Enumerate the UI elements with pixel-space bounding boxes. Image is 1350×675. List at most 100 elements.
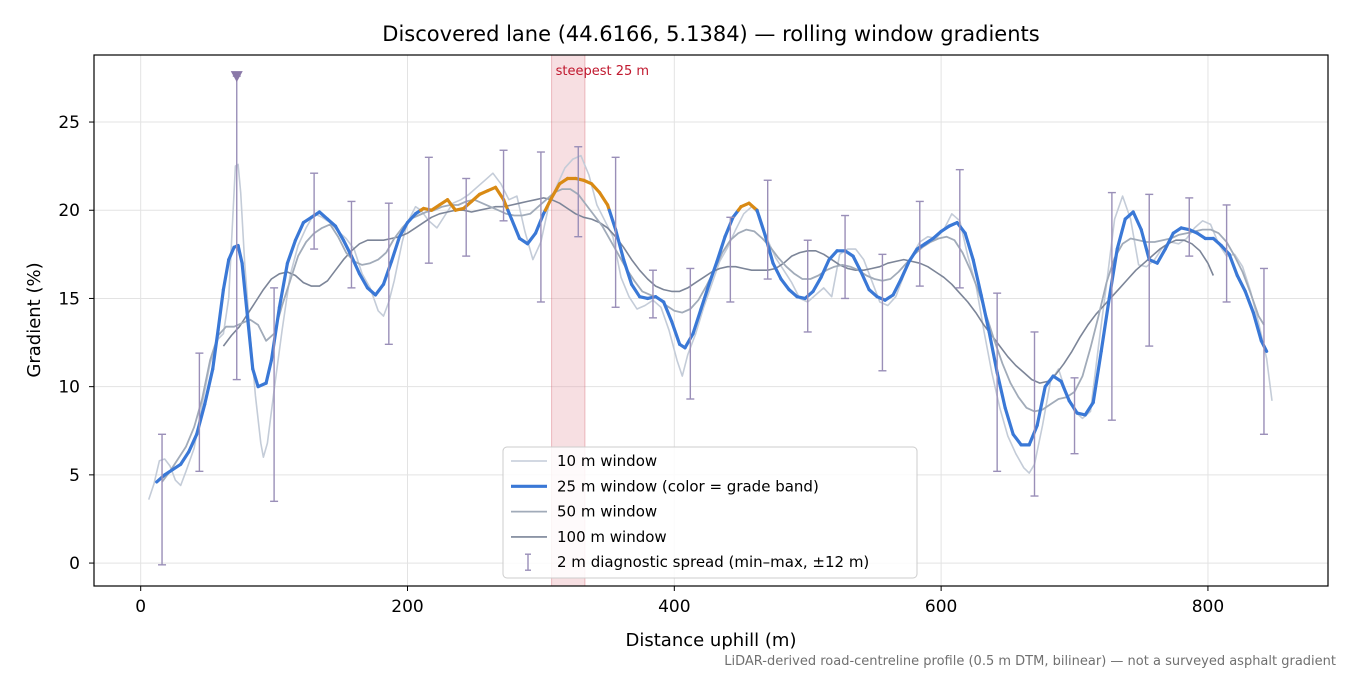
series-25m-segment [264, 358, 274, 385]
errorbar [955, 168, 964, 289]
errorbar [310, 172, 319, 250]
series-25m-segment [1219, 243, 1231, 256]
series-50m-window [161, 188, 1265, 483]
errorbar [686, 267, 695, 400]
tick-layer: 0 200 400 600 800 0 5 10 15 20 25 [58, 113, 1224, 617]
series-25m-segment [867, 288, 879, 299]
series-25m-segment [285, 238, 298, 265]
series-25m-segment [269, 305, 282, 362]
series-25m-segment [1131, 210, 1143, 232]
series-25m-segment [381, 259, 394, 286]
series-25m-segment [1139, 228, 1151, 262]
y-tick-label: 5 [69, 466, 80, 486]
errorbar [1070, 377, 1079, 455]
series-25m-segment [525, 231, 538, 246]
errorbar [841, 214, 850, 300]
y-tick-label: 0 [69, 554, 80, 574]
legend-item: 25 m window (color = grade band) [511, 477, 819, 495]
series-25m-segment [405, 212, 418, 225]
chart-title: Discovered lane (44.6166, 5.1384) — roll… [382, 22, 1039, 46]
y-tick-label: 15 [58, 289, 80, 309]
errorbar [574, 146, 583, 238]
legend-box [502, 446, 918, 579]
series-25m-segment [1091, 349, 1103, 405]
series-25m-segment [493, 185, 506, 202]
series-25m-segment [1211, 236, 1223, 248]
x-axis-title: Distance uphill (m) [626, 630, 797, 651]
errorbar [158, 433, 167, 566]
steepest-label: steepest 25 m [556, 64, 649, 79]
series-25m-segment [240, 261, 250, 318]
errorbar [424, 156, 433, 264]
legend-label: 10 m window [557, 452, 657, 470]
legend: 10 m window 25 m window (color = grade ba… [502, 446, 918, 579]
errorbar [195, 352, 204, 473]
errorbar [1185, 197, 1194, 257]
x-tick-label: 200 [391, 597, 423, 617]
series-25m-segment [236, 243, 244, 265]
series-25m-segment [747, 201, 759, 212]
legend-label: 2 m diagnostic spread (min–max, ±12 m) [557, 553, 869, 571]
y-axis-title: Gradient (%) [24, 262, 45, 377]
series-25m-segment [598, 191, 610, 207]
legend-label: 50 m window [557, 503, 657, 521]
series-25m-segment [227, 245, 236, 262]
series-25m-segment [533, 212, 546, 235]
series-25m-segment [590, 182, 602, 195]
y-tick-label: 20 [58, 201, 80, 221]
legend-item: 10 m window [511, 452, 657, 470]
errorbar [878, 253, 887, 372]
series-25m-segment [1059, 379, 1071, 403]
x-tick-label: 800 [1192, 597, 1224, 617]
series-25m-segment [195, 402, 207, 436]
series-25m-segment [1243, 289, 1255, 315]
series-25m-segment [1155, 247, 1167, 265]
series-25m-segment [699, 282, 711, 311]
errorbar [499, 149, 508, 222]
errorbar [611, 156, 620, 308]
series-25m-segment [187, 432, 199, 454]
series-25m-segment [963, 231, 975, 262]
series-25m-segment [1107, 247, 1119, 301]
errorbar [384, 202, 393, 346]
legend-label: 25 m window (color = grade band) [557, 477, 819, 495]
series-25m-segment [763, 233, 775, 265]
series-25m-segment [509, 217, 522, 241]
series-25m-segment [179, 450, 191, 466]
series-25m-segment [899, 259, 911, 281]
y-tick-label: 10 [58, 378, 80, 398]
series-25m-segment [891, 277, 903, 297]
series-25m-segment [771, 261, 783, 281]
y-tick-label: 25 [58, 113, 80, 133]
series-25m-segment [501, 198, 510, 212]
errorbar [1145, 193, 1154, 347]
series-25m-segment [325, 217, 338, 228]
series-25m-segment [955, 220, 967, 235]
series-25m-segment [670, 319, 682, 346]
errorbar [648, 269, 657, 319]
series-25m-segment [827, 249, 839, 262]
series-25m-segment [723, 215, 735, 239]
errorbar [993, 292, 1002, 473]
series-25m-segment [662, 300, 674, 323]
marker-layer [230, 71, 243, 83]
series-25m-segment [365, 286, 378, 297]
series-25m-segment [979, 293, 991, 334]
series-25m-segment [691, 307, 703, 336]
series-25m-segment [1235, 273, 1247, 293]
legend-item: 50 m window [511, 503, 657, 521]
series-25m-segment [859, 270, 871, 292]
x-tick-label: 400 [658, 597, 690, 617]
series-25m-segment [683, 332, 695, 350]
legend-label: 100 m window [557, 528, 667, 546]
series-25m-segment [1011, 432, 1023, 447]
series-25m-segment [819, 258, 831, 279]
series-25m-segment [373, 282, 386, 297]
errorbar [536, 151, 545, 303]
errorbar [915, 200, 924, 287]
x-tick-label: 0 [135, 597, 146, 617]
series-25m-segment [607, 208, 618, 232]
series-25m-segment [221, 258, 231, 292]
series-25m-segment [1251, 310, 1263, 343]
